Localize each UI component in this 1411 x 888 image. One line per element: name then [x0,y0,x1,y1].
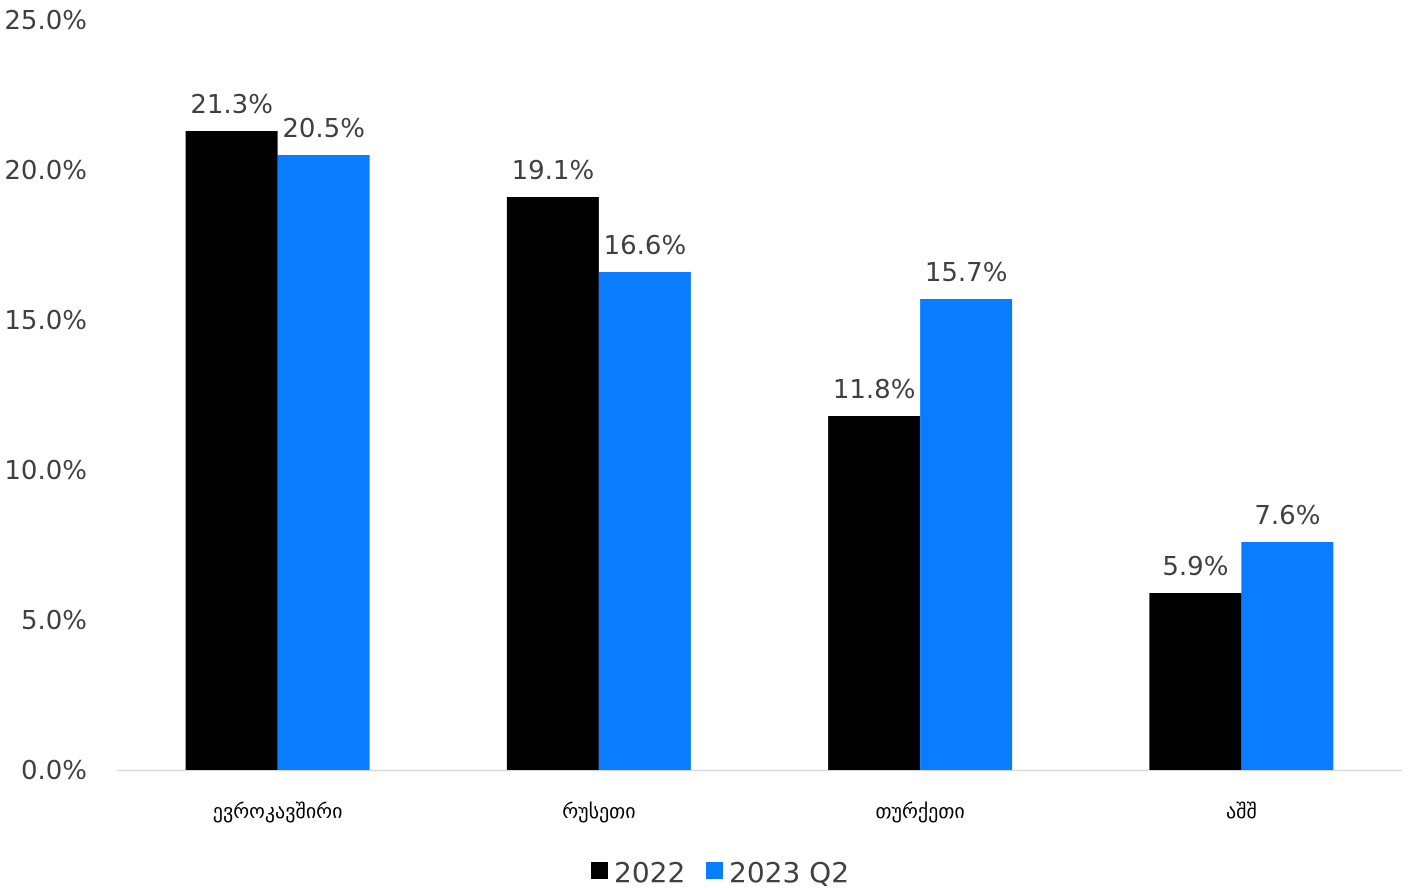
bar-series-1 [1149,593,1242,770]
y-tick-label: 0.0% [21,756,87,786]
category-labels: ევროკავშირი რუსეთი თურქეთი აშშ [213,799,1257,823]
data-label: 15.7% [925,258,1008,288]
data-labels: 21.3% 20.5% 19.1% 16.6% 11.8% 15.7% 5.9% 7.6% [190,90,1320,582]
data-label: 19.1% [512,156,595,186]
legend-label: 2023 Q2 [729,856,849,888]
data-label: 5.9% [1162,552,1228,582]
y-tick-label: 20.0% [4,156,87,186]
legend-swatch [591,862,608,879]
y-tick-label: 25.0% [4,6,87,36]
y-tick-label: 10.0% [4,456,87,486]
category-label: აშშ [1226,799,1257,823]
data-label: 16.6% [604,231,687,261]
legend: 2022 2023 Q2 [591,856,849,888]
data-label: 7.6% [1254,501,1320,531]
y-tick-label: 15.0% [4,306,87,336]
data-label: 20.5% [282,114,365,144]
category-label: ევროკავშირი [213,799,343,823]
bar-series-1 [828,416,921,770]
category-label: რუსეთი [562,799,635,823]
bar-series-2 [598,272,691,770]
bars [185,131,1334,770]
y-tick-label: 5.0% [21,606,87,636]
legend-label: 2022 [614,856,685,888]
bar-series-2 [1241,542,1334,770]
data-label: 11.8% [833,375,916,405]
bar-series-2 [920,299,1013,770]
bar-series-2 [277,155,370,770]
data-label: 21.3% [190,90,273,120]
bar-series-1 [185,131,278,770]
y-axis-ticks: 0.0% 5.0% 10.0% 15.0% 20.0% 25.0% [4,6,87,786]
bar-series-1 [506,197,599,770]
category-label: თურქეთი [876,799,965,823]
legend-swatch [706,862,723,879]
